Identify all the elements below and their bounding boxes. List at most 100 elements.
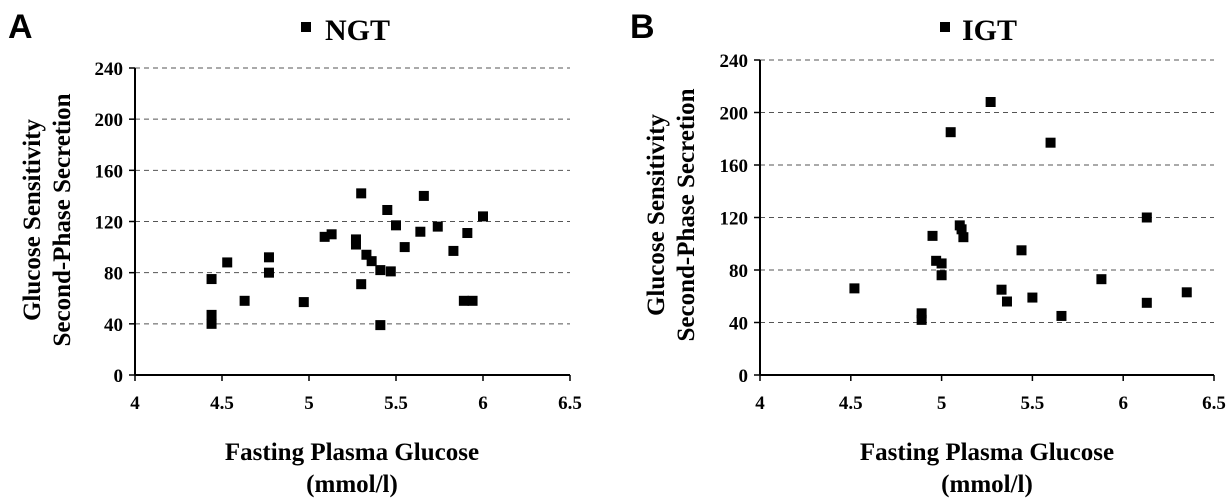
panel-b-y-tick-label: 0 <box>739 366 749 387</box>
panel-a-legend-marker <box>301 22 311 32</box>
panel-b-y-ticks: 0 40 80 120 160 200 240 <box>720 51 760 387</box>
panel-a-data-point <box>375 320 386 331</box>
panel-a-x-title-line2: (mmol/l) <box>306 471 398 498</box>
panel-b-data-point <box>849 283 860 294</box>
panel-b-data-point <box>958 232 969 243</box>
panel-a-data-point <box>326 229 337 240</box>
panel-b-legend-label: IGT <box>962 14 1017 47</box>
panel-a-y-axis-title: Glucose Sensitivity Second-Phase Secreti… <box>19 93 76 346</box>
panel-b-y-tick-label: 200 <box>720 104 749 125</box>
panel-b-label: B <box>630 8 655 46</box>
panel-b-data-point <box>1096 274 1107 285</box>
panel-a-y-tick-label: 240 <box>95 59 124 80</box>
panel-b-data-point <box>1016 245 1027 256</box>
panel-a-y-tick-label: 40 <box>104 315 123 336</box>
panel-b-x-title-line1: Fasting Plasma Glucose <box>860 439 1114 466</box>
panel-b-y-title-line2: Second-Phase Secretion <box>673 88 700 341</box>
panel-b-points <box>849 97 1192 325</box>
panel-a-data-point <box>458 295 469 306</box>
panel-b-data-point <box>936 270 947 281</box>
panel-b-y-tick-label: 120 <box>720 209 749 230</box>
panel-b-data-point <box>927 230 938 241</box>
panel-b-data-point <box>1027 292 1038 303</box>
panel-a-x-tick-label: 5 <box>304 393 314 414</box>
panel-a-data-point <box>356 188 367 199</box>
panel-a-data-point <box>206 309 217 320</box>
panel-a-y-title-line1: Glucose Sensitivity <box>19 118 46 321</box>
panel-b-y-tick-label: 80 <box>729 261 748 282</box>
panel-a-data-point <box>478 211 488 222</box>
panel-a-x-tick-label: 5.5 <box>384 393 408 414</box>
panel-a-data-point <box>263 267 274 278</box>
panel-b-data-point <box>1141 297 1152 308</box>
panel-b-y-title-line1: Glucose Sensitivity <box>643 113 670 316</box>
panel-b-x-tick-label: 4 <box>755 393 765 414</box>
panel-b-y-tick-label: 40 <box>729 314 748 335</box>
panel-a-y-tick-label: 120 <box>95 213 124 234</box>
panel-b-data-point <box>916 308 927 319</box>
panel-a-data-point <box>263 252 274 263</box>
panel-b-data-point <box>936 258 947 269</box>
panel-a-data-point <box>399 242 410 253</box>
panel-a-data-point <box>382 204 393 215</box>
panel-b-y-axis-title: Glucose Sensitivity Second-Phase Secreti… <box>643 88 700 341</box>
panel-a-y-tick-label: 0 <box>114 366 124 387</box>
panel-b-x-tick-label: 5.5 <box>1021 393 1045 414</box>
panel-a-data-point <box>448 245 459 256</box>
panel-a-gridlines <box>135 67 570 325</box>
panel-a-y-tick-label: 200 <box>95 110 124 131</box>
panel-b-legend-marker <box>940 22 950 32</box>
panel-a-y-tick-label: 160 <box>95 161 124 182</box>
panel-b-x-ticks: 4 4.5 5 5.5 6 6.5 <box>755 375 1226 414</box>
panel-a-legend-label: NGT <box>325 14 390 47</box>
panel-a-data-point <box>462 228 473 239</box>
panel-a-data-point <box>350 234 361 245</box>
panel-a-x-tick-label: 6 <box>478 393 488 414</box>
panel-b-data-point <box>945 127 956 138</box>
panel-a-points <box>206 188 488 331</box>
panel-a-data-point <box>418 190 429 201</box>
panel-b-data-point <box>1141 212 1152 223</box>
panel-a-data-point <box>467 295 478 306</box>
panel-b-data-point <box>1181 287 1192 298</box>
panel-b: B IGT 0 40 80 120 160 200 240 4 4.5 5 5.5 6 6.5 Glu… <box>630 8 1226 498</box>
panel-a-x-tick-label: 4 <box>130 393 140 414</box>
panel-b-data-point <box>1045 137 1056 148</box>
panel-a-data-point <box>356 279 367 290</box>
panel-b-y-tick-label: 240 <box>720 51 749 72</box>
panel-b-data-point <box>956 224 967 235</box>
panel-a-data-point <box>298 297 309 308</box>
panel-b-y-tick-label: 160 <box>720 156 749 177</box>
panel-a-data-point <box>415 226 426 237</box>
panel-b-data-point <box>996 284 1007 295</box>
panel-a-data-point <box>432 221 443 232</box>
panel-a-x-tick-label: 4.5 <box>210 393 234 414</box>
panel-b-data-point <box>985 97 996 107</box>
panel-a-data-point <box>206 318 217 329</box>
panel-a-data-point <box>391 220 401 231</box>
panel-a-data-point <box>385 266 396 277</box>
panel-a-data-point <box>239 295 250 306</box>
panel-b-gridlines <box>760 59 1214 323</box>
panel-b-x-tick-label: 6.5 <box>1202 393 1226 414</box>
panel-a-x-tick-label: 6.5 <box>558 393 582 414</box>
panel-a-y-tick-label: 80 <box>104 264 123 285</box>
panel-b-x-tick-label: 4.5 <box>839 393 863 414</box>
panel-a-label: A <box>8 8 33 46</box>
panel-a-x-ticks: 4 4.5 5 5.5 6 6.5 <box>130 375 582 414</box>
panel-a-data-point <box>366 256 377 267</box>
panel-a-data-point <box>350 239 361 250</box>
panel-a-y-title-line2: Second-Phase Secretion <box>49 93 76 346</box>
panel-b-x-tick-label: 5 <box>937 393 947 414</box>
panel-a-x-title-line1: Fasting Plasma Glucose <box>225 439 479 466</box>
panel-a: A NGT 0 40 80 120 160 200 240 4 4.5 5 5.5 6 6.5 Glu… <box>8 8 582 498</box>
panel-a-data-point <box>319 231 330 242</box>
panel-b-data-point <box>1056 310 1067 321</box>
panel-b-data-point <box>1001 296 1012 307</box>
panel-b-data-point <box>916 314 927 325</box>
panel-a-y-ticks: 0 40 80 120 160 200 240 <box>95 59 135 387</box>
panel-b-x-title-line2: (mmol/l) <box>941 471 1033 498</box>
panel-a-data-point <box>361 249 372 260</box>
panel-b-x-tick-label: 6 <box>1118 393 1128 414</box>
